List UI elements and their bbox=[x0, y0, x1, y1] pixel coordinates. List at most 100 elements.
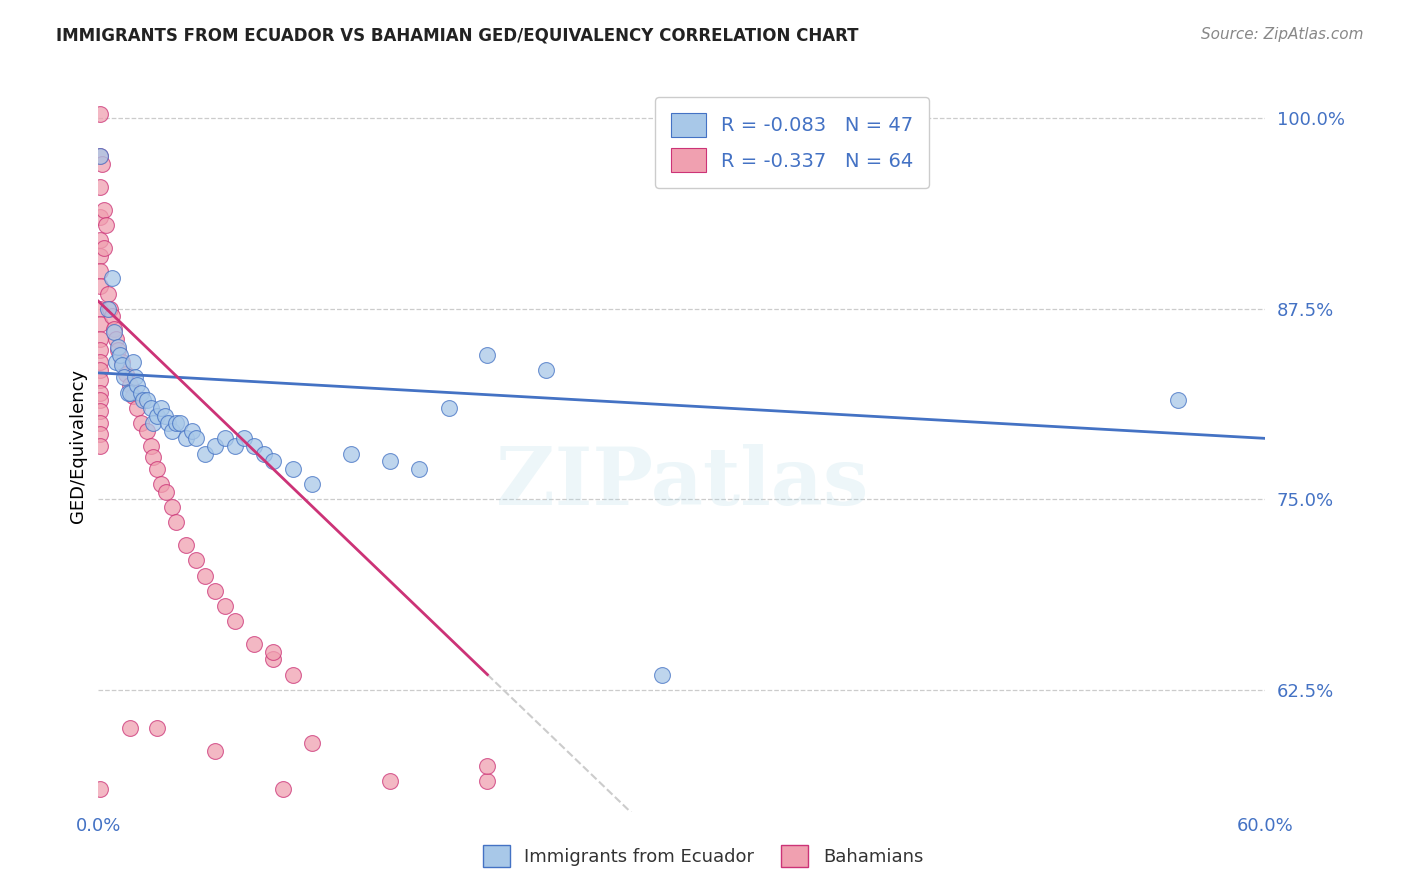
Point bbox=[89, 149, 111, 163]
Point bbox=[136, 393, 159, 408]
Point bbox=[224, 614, 246, 628]
Point bbox=[93, 241, 115, 255]
Point bbox=[142, 416, 165, 430]
Text: Source: ZipAtlas.com: Source: ZipAtlas.com bbox=[1201, 27, 1364, 42]
Point bbox=[89, 180, 111, 194]
Point bbox=[477, 347, 499, 362]
Point bbox=[89, 404, 111, 418]
Point bbox=[146, 721, 169, 735]
Point bbox=[89, 279, 111, 293]
Point bbox=[204, 439, 226, 453]
Point bbox=[534, 363, 557, 377]
Point bbox=[122, 389, 145, 403]
Point bbox=[180, 424, 202, 438]
Point bbox=[89, 426, 111, 441]
Point bbox=[262, 652, 284, 666]
Point bbox=[281, 667, 304, 681]
Point bbox=[157, 416, 180, 430]
Point bbox=[112, 370, 135, 384]
Point bbox=[204, 583, 226, 598]
Point bbox=[129, 416, 152, 430]
Point bbox=[169, 416, 191, 430]
Point bbox=[91, 157, 114, 171]
Point bbox=[233, 431, 256, 445]
Point bbox=[146, 462, 169, 476]
Point bbox=[204, 744, 226, 758]
Point bbox=[89, 374, 111, 388]
Point bbox=[1167, 393, 1189, 408]
Point bbox=[89, 355, 111, 369]
Point bbox=[96, 218, 118, 232]
Point bbox=[132, 393, 155, 408]
Point bbox=[155, 484, 177, 499]
Point bbox=[136, 424, 159, 438]
Point bbox=[111, 355, 134, 369]
Point bbox=[253, 447, 276, 461]
Point bbox=[380, 454, 402, 468]
Point bbox=[118, 378, 141, 392]
Point bbox=[174, 431, 197, 445]
Point bbox=[114, 368, 136, 382]
Point bbox=[101, 271, 124, 285]
Point bbox=[214, 599, 236, 613]
Point bbox=[153, 409, 176, 423]
Point bbox=[243, 439, 266, 453]
Point bbox=[103, 325, 125, 339]
Point bbox=[118, 721, 141, 735]
Point bbox=[122, 355, 145, 369]
Point bbox=[98, 301, 121, 316]
Point bbox=[89, 107, 111, 121]
Point bbox=[301, 736, 323, 750]
Point bbox=[103, 321, 125, 335]
Point bbox=[127, 378, 149, 392]
Point bbox=[477, 759, 499, 773]
Point bbox=[89, 393, 111, 408]
Point bbox=[118, 385, 141, 400]
Point bbox=[340, 447, 363, 461]
Point bbox=[111, 358, 134, 372]
Point bbox=[380, 774, 402, 789]
Point bbox=[194, 568, 217, 582]
Point bbox=[89, 317, 111, 331]
Text: IMMIGRANTS FROM ECUADOR VS BAHAMIAN GED/EQUIVALENCY CORRELATION CHART: IMMIGRANTS FROM ECUADOR VS BAHAMIAN GED/… bbox=[56, 27, 859, 45]
Point bbox=[89, 343, 111, 357]
Point bbox=[89, 149, 111, 163]
Point bbox=[101, 310, 124, 324]
Point bbox=[162, 424, 184, 438]
Point bbox=[89, 363, 111, 377]
Point bbox=[281, 462, 304, 476]
Point bbox=[165, 416, 187, 430]
Point bbox=[127, 401, 149, 415]
Point bbox=[93, 202, 115, 217]
Point bbox=[165, 515, 187, 529]
Point bbox=[89, 439, 111, 453]
Point bbox=[408, 462, 430, 476]
Point bbox=[89, 416, 111, 430]
Point bbox=[89, 211, 111, 225]
Point bbox=[89, 233, 111, 247]
Point bbox=[104, 355, 127, 369]
Point bbox=[162, 500, 184, 514]
Point bbox=[89, 301, 111, 316]
Point bbox=[107, 340, 129, 354]
Point bbox=[301, 477, 323, 491]
Point bbox=[271, 781, 294, 796]
Point bbox=[97, 286, 120, 301]
Point bbox=[97, 301, 120, 316]
Point bbox=[437, 401, 460, 415]
Point bbox=[214, 431, 236, 445]
Point bbox=[89, 248, 111, 262]
Point bbox=[124, 370, 146, 384]
Point bbox=[174, 538, 197, 552]
Point bbox=[262, 645, 284, 659]
Point bbox=[104, 332, 127, 346]
Point bbox=[89, 332, 111, 346]
Point bbox=[107, 343, 129, 357]
Point bbox=[139, 401, 162, 415]
Point bbox=[129, 385, 152, 400]
Point bbox=[89, 781, 111, 796]
Point bbox=[477, 774, 499, 789]
Point bbox=[142, 450, 165, 464]
Point bbox=[262, 454, 284, 468]
Point bbox=[224, 439, 246, 453]
